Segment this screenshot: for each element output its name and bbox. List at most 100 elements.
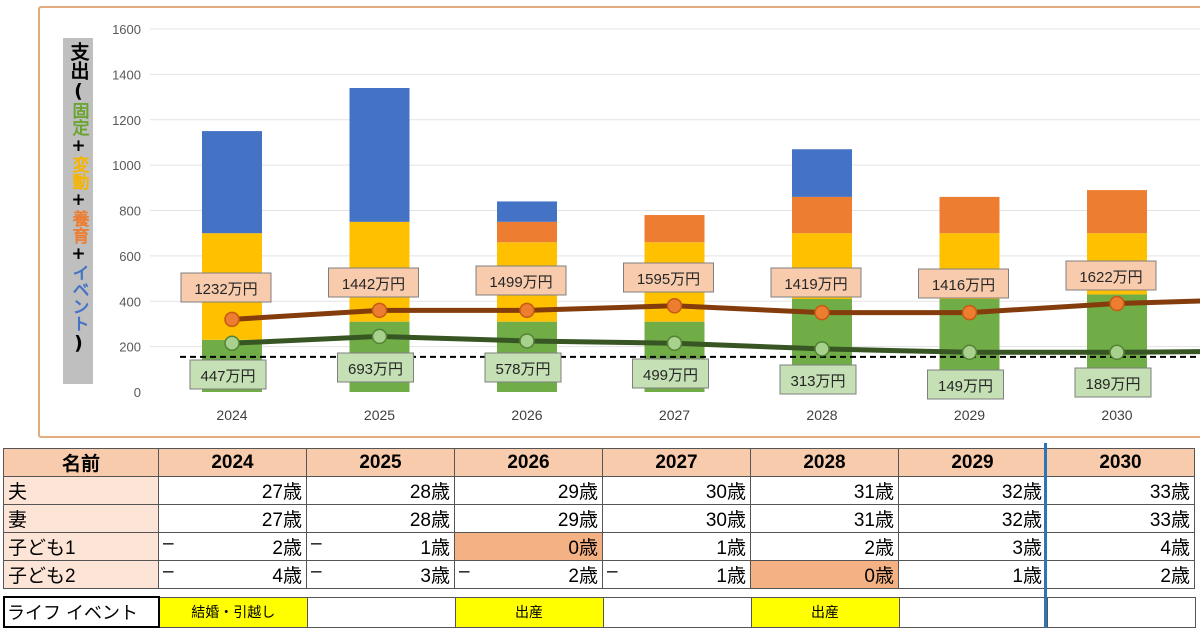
x-tick-label: 2027 (659, 407, 690, 423)
age-cell: – 1歳 (602, 560, 751, 589)
table-header-row: 名前 2024 2025 2026 2027 2028 2029 2030 (3, 448, 1195, 477)
data-label-box-upper (918, 268, 1009, 299)
age-cell: 1歳 (898, 560, 1047, 589)
data-label-upper: 1416万円 (932, 277, 995, 294)
age-cell: – 1歳 (306, 532, 455, 561)
life-event-cell: 出産 (750, 596, 900, 628)
age-cell: 31歳 (750, 476, 899, 505)
chart: 0 200 400 600 800 1000 1200 1400 1600 2024 2025 202… (112, 22, 1200, 423)
bar-childcare (1087, 190, 1147, 234)
marker-lower (1109, 344, 1125, 361)
data-label-lower: 313万円 (790, 373, 845, 390)
marker-lower (814, 341, 830, 357)
age-cell: 27歳 (158, 504, 307, 533)
age-cell: – 2歳 (158, 532, 307, 561)
age-cell: 3歳 (898, 532, 1047, 561)
age-cell: 28歳 (306, 476, 455, 505)
age-cell: 33歳 (1046, 504, 1195, 533)
ylabel-fixed: 固定 (68, 102, 89, 136)
data-label-lower: 189万円 (1085, 376, 1140, 393)
age-value: 2歳 (568, 566, 598, 587)
age-cell: – 4歳 (158, 560, 307, 589)
marker-upper (814, 304, 830, 321)
age-cell: 1歳 (602, 532, 751, 561)
life-event-cell: 結婚・引越し (158, 596, 308, 628)
header-year: 2028 (750, 448, 899, 477)
life-event-cell: 出産 (454, 596, 604, 628)
data-label-box-lower (927, 369, 1004, 400)
header-year: 2025 (306, 448, 455, 477)
data-label-lower: 447万円 (200, 368, 255, 385)
marker-upper (666, 298, 683, 314)
age-cell: 0歳 (750, 560, 899, 589)
age-value: 1歳 (716, 538, 746, 559)
ylabel-open: ( (67, 80, 90, 102)
age-value: 4歳 (272, 566, 302, 587)
ylabel-variable: 変動 (68, 156, 89, 190)
age-value: 33歳 (1149, 510, 1190, 531)
age-cell: 2歳 (1046, 560, 1195, 589)
x-tick-label: 2025 (364, 407, 395, 423)
bar-childcare (792, 196, 852, 234)
x-tick-label: 2029 (954, 407, 985, 423)
age-cell: 0歳 (454, 532, 603, 561)
data-label-box-upper (475, 265, 567, 296)
y-tick-label: 1200 (112, 113, 141, 128)
age-cell: 29歳 (454, 504, 603, 533)
age-cell: 33歳 (1046, 476, 1195, 505)
life-event-cell (602, 596, 752, 628)
bar-childcare (939, 196, 1000, 234)
row-name: 妻 (3, 504, 159, 533)
age-value: 28歳 (409, 510, 450, 531)
age-cell: 27歳 (158, 476, 307, 505)
age-value: 2歳 (864, 538, 894, 559)
age-value: 3歳 (1012, 538, 1042, 559)
data-label-upper: 1232万円 (194, 281, 257, 298)
dash-mark: – (607, 561, 618, 583)
age-value: 1歳 (716, 566, 746, 587)
age-cell: 28歳 (306, 504, 455, 533)
bar-event (349, 87, 410, 222)
data-label-box-upper (770, 267, 862, 298)
x-tick-label: 2024 (216, 407, 247, 423)
age-cell: 30歳 (602, 504, 751, 533)
data-label-box-lower (632, 358, 709, 389)
dash-mark: – (163, 533, 174, 555)
age-value: 32歳 (1001, 482, 1042, 503)
x-tick-label: 2028 (806, 407, 837, 423)
age-value: 32歳 (1001, 510, 1042, 531)
life-event-cell (1046, 596, 1196, 628)
age-value: 28歳 (409, 482, 450, 503)
age-value: 30歳 (705, 510, 746, 531)
age-value: 27歳 (261, 510, 302, 531)
bar-childcare (497, 221, 557, 243)
ylabel-childcare: 養育 (68, 210, 89, 244)
age-cell: – 2歳 (454, 560, 603, 589)
marker-lower (371, 328, 388, 345)
data-label-lower: 578万円 (495, 361, 550, 378)
age-cell: 32歳 (898, 504, 1047, 533)
age-value: 31歳 (853, 510, 894, 531)
age-value: 27歳 (261, 482, 302, 503)
y-tick-label: 200 (119, 340, 141, 355)
ylabel-plus-3: + (68, 244, 89, 264)
ylabel-close: ) (67, 332, 90, 354)
marker-upper (519, 302, 535, 319)
header-name: 名前 (3, 448, 159, 477)
marker-upper (371, 302, 388, 319)
ylabel-plus-2: + (68, 190, 89, 210)
dash-mark: – (311, 561, 322, 583)
header-year: 2029 (898, 448, 1047, 477)
data-label-upper: 1595万円 (637, 271, 700, 288)
row-name: 子ども1 (3, 532, 159, 561)
marker-upper (224, 311, 240, 328)
marker-lower (224, 335, 240, 351)
table-row: 子ども2–4歳 –3歳 –2歳 –1歳 0歳 1歳 2歳 (3, 560, 1195, 589)
data-label-box-upper (623, 262, 714, 293)
age-value: 1歳 (1012, 566, 1042, 587)
data-label-upper: 1622万円 (1079, 269, 1142, 286)
life-event-cell (306, 596, 456, 628)
data-label-box-lower (337, 352, 414, 383)
row-name: 子ども2 (3, 560, 159, 589)
marker-upper (1109, 295, 1125, 312)
